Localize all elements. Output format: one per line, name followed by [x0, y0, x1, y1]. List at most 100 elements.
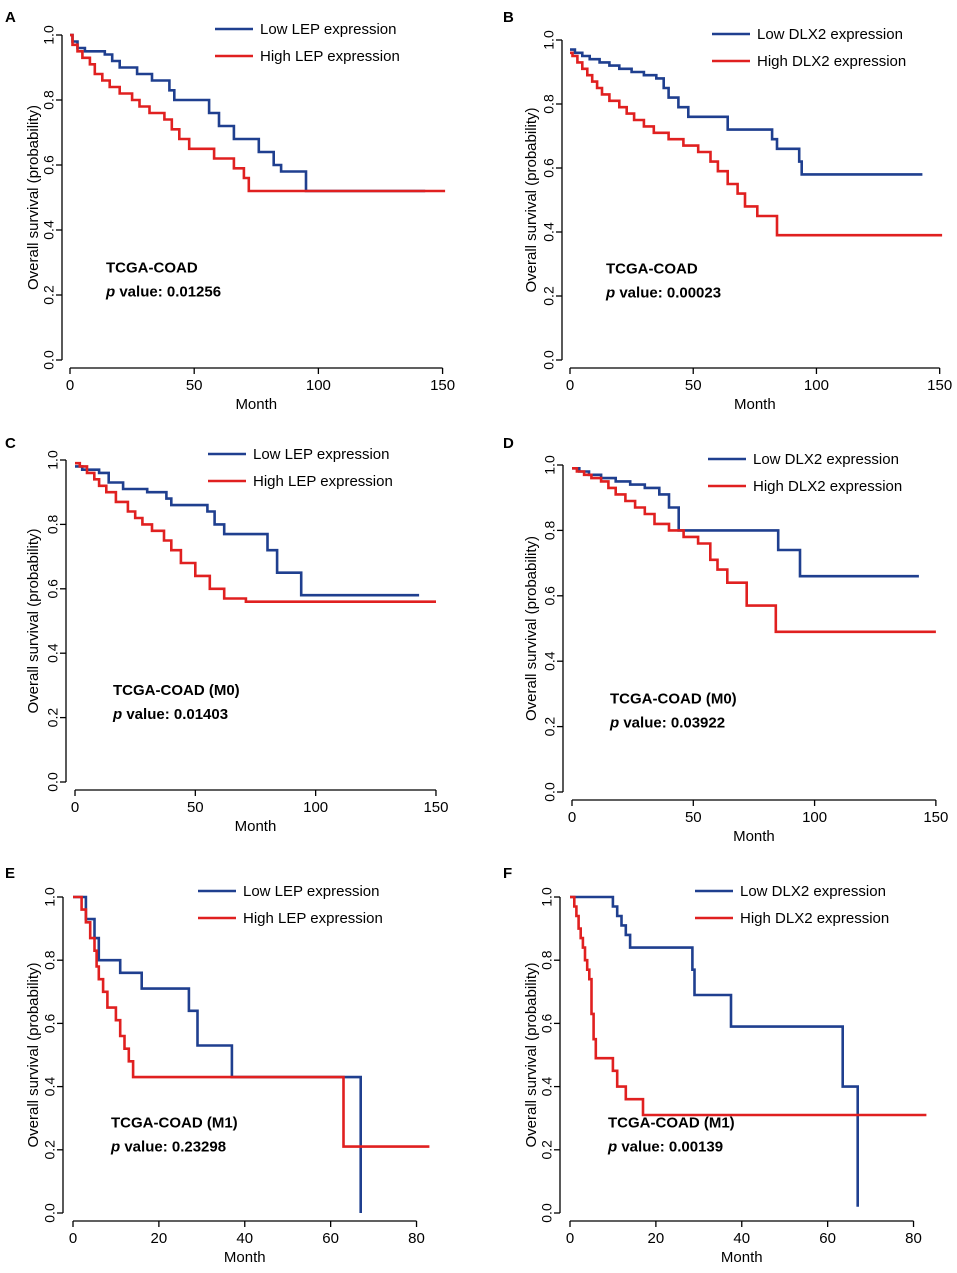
- y-tick-label: 0.4: [539, 1077, 555, 1097]
- x-tick-label: 100: [306, 377, 331, 394]
- x-tick-label: 150: [927, 377, 952, 394]
- legend-entry: High LEP expression: [253, 473, 393, 490]
- panel-a: A 0 50 100 150 Month 0.0 0.2 0.4 0.6 0.8 1.0 Overall…: [5, 9, 455, 413]
- p-value-text: value: 0.01256: [115, 283, 221, 300]
- panel-label: A: [5, 9, 16, 26]
- y-tick-label: 0.0: [41, 350, 57, 370]
- p-symbol: p: [112, 706, 122, 723]
- y-tick-label: 1.0: [542, 455, 558, 475]
- y-tick-label: 0.0: [542, 782, 558, 802]
- y-tick-label: 0.2: [539, 1140, 555, 1160]
- y-tick-label: 1.0: [42, 887, 58, 907]
- x-tick-label: 60: [322, 1230, 339, 1247]
- panel-c: C 0 50 100 150 Month 0.0 0.2 0.4 0.6 0.8 1.0 Overall…: [5, 435, 448, 835]
- low-expression-curve: [570, 48, 923, 176]
- x-tick-label: 80: [408, 1230, 425, 1247]
- high-expression-curve: [570, 895, 927, 1117]
- y-tick-label: 1.0: [45, 450, 61, 470]
- high-expression-curve: [70, 33, 446, 193]
- legend-entry: High DLX2 expression: [757, 53, 906, 70]
- y-tick-label: 0.8: [42, 950, 58, 970]
- p-value-text: value: 0.03922: [619, 715, 725, 732]
- legend-entry: High DLX2 expression: [753, 478, 902, 495]
- panel-label: D: [503, 435, 514, 452]
- panel-label: B: [503, 9, 514, 26]
- y-tick-label: 0.4: [42, 1077, 58, 1097]
- x-tick-label: 50: [685, 809, 702, 826]
- x-axis-label: Month: [733, 828, 775, 845]
- panel-label: C: [5, 435, 16, 452]
- x-axis-label: Month: [734, 396, 776, 413]
- legend-entry: Low DLX2 expression: [757, 26, 903, 43]
- x-tick-label: 150: [923, 809, 948, 826]
- p-value: p value: 0.23298: [110, 1139, 226, 1156]
- x-tick-label: 0: [566, 1230, 574, 1247]
- y-tick-label: 0.2: [541, 286, 557, 306]
- panel-b: B 0 50 100 150 Month 0.0 0.2 0.4 0.6 0.8 1.0 Overall…: [503, 9, 952, 413]
- p-value: p value: 0.03922: [609, 715, 725, 732]
- y-tick-label: 0.6: [41, 155, 57, 175]
- p-value: p value: 0.01256: [105, 283, 221, 300]
- x-axis-label: Month: [224, 1249, 266, 1266]
- panel-e: E 0 20 40 60 80 Month 0.0 0.2 0.4 0.6 0.8 1.0 Overall…: [5, 865, 430, 1266]
- y-tick-label: 0.4: [541, 222, 557, 242]
- panel-d: D 0 50 100 150 Month 0.0 0.2 0.4 0.6 0.8 1.0 Overall…: [503, 435, 948, 845]
- legend-entry: Low LEP expression: [260, 21, 396, 38]
- x-tick-label: 100: [303, 799, 328, 816]
- legend-entry: Low DLX2 expression: [740, 883, 886, 900]
- y-tick-label: 0.0: [539, 1203, 555, 1223]
- x-tick-label: 0: [66, 377, 74, 394]
- x-tick-label: 0: [566, 377, 574, 394]
- y-axis-label: Overall survival (probability): [523, 107, 540, 292]
- p-value-text: value: 0.00023: [615, 285, 721, 302]
- x-tick-label: 0: [71, 799, 79, 816]
- y-tick-label: 0.2: [542, 717, 558, 737]
- x-tick-label: 60: [819, 1230, 836, 1247]
- x-tick-label: 50: [186, 377, 203, 394]
- y-tick-label: 0.4: [45, 643, 61, 663]
- p-value-text: value: 0.00139: [617, 1139, 723, 1156]
- y-tick-label: 0.8: [541, 94, 557, 114]
- x-tick-label: 20: [648, 1230, 665, 1247]
- y-tick-label: 0.2: [42, 1140, 58, 1160]
- x-tick-label: 50: [187, 799, 204, 816]
- y-tick-label: 0.4: [542, 651, 558, 671]
- p-symbol: p: [105, 283, 115, 300]
- y-tick-label: 1.0: [541, 30, 557, 50]
- cohort-label: TCGA-COAD: [106, 259, 198, 276]
- low-expression-curve: [70, 33, 426, 193]
- legend-entry: Low DLX2 expression: [753, 451, 899, 468]
- panel-label: F: [503, 865, 512, 882]
- y-tick-label: 0.8: [542, 520, 558, 540]
- y-tick-label: 0.4: [41, 220, 57, 240]
- y-tick-label: 0.6: [42, 1013, 58, 1033]
- y-tick-label: 0.8: [45, 514, 61, 534]
- x-axis-label: Month: [721, 1249, 763, 1266]
- y-tick-label: 0.6: [45, 579, 61, 599]
- cohort-label: TCGA-COAD (M0): [610, 691, 737, 708]
- legend-entry: High LEP expression: [243, 910, 383, 927]
- panel-label: E: [5, 865, 15, 882]
- y-tick-label: 0.8: [539, 950, 555, 970]
- y-axis-label: Overall survival (probability): [25, 105, 42, 290]
- x-tick-label: 0: [69, 1230, 77, 1247]
- high-expression-curve: [75, 461, 436, 603]
- low-expression-curve: [73, 895, 362, 1213]
- x-tick-label: 50: [685, 377, 702, 394]
- panel-f: F 0 20 40 60 80 Month 0.0 0.2 0.4 0.6 0.8 1.0 Overall…: [503, 865, 927, 1266]
- x-tick-label: 20: [151, 1230, 168, 1247]
- y-tick-label: 1.0: [41, 25, 57, 45]
- cohort-label: TCGA-COAD (M0): [113, 682, 240, 699]
- p-symbol: p: [609, 715, 619, 732]
- x-tick-label: 80: [905, 1230, 922, 1247]
- p-value: p value: 0.01403: [112, 706, 228, 723]
- y-tick-label: 0.0: [42, 1203, 58, 1223]
- legend-entry: Low LEP expression: [253, 446, 389, 463]
- y-tick-label: 1.0: [539, 887, 555, 907]
- y-tick-label: 0.2: [41, 285, 57, 305]
- high-expression-curve: [73, 895, 430, 1148]
- low-expression-curve: [75, 465, 420, 597]
- x-axis-label: Month: [235, 396, 277, 413]
- p-symbol: p: [110, 1139, 120, 1156]
